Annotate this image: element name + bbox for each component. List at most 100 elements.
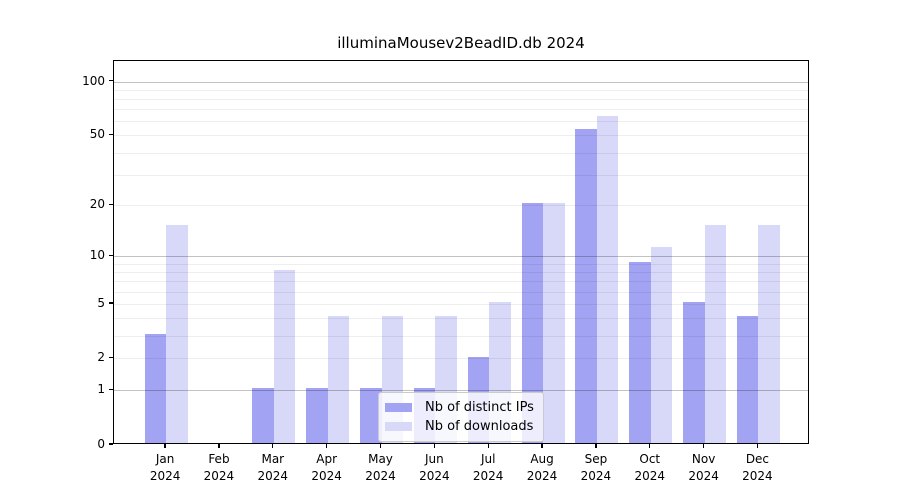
- gridline-minor-90: [114, 89, 808, 91]
- bar-nb-of-distinct-ips-mar-2024: [252, 388, 274, 443]
- gridline-minor-3: [114, 335, 808, 337]
- y-tick-label-100: 100: [82, 73, 105, 88]
- x-tick-mark-nov-2024: [702, 444, 705, 448]
- x-tick-label-line: 2024: [257, 468, 289, 483]
- x-tick-label-oct-2024: Oct 2024: [618, 451, 682, 484]
- gridline-minor-8: [114, 271, 808, 273]
- x-tick-mark-mar-2024: [272, 444, 274, 448]
- y-tick-mark-50: [109, 133, 113, 136]
- y-tick-label-0: 0: [97, 437, 105, 451]
- x-tick-label-feb-2024: Feb 2024: [187, 451, 251, 484]
- x-tick-label-mar-2024: Mar 2024: [241, 451, 305, 484]
- x-tick-mark-jun-2024: [433, 444, 435, 448]
- legend-swatch-distinct-ips: [385, 403, 412, 412]
- x-tick-mark-dec-2024: [756, 444, 759, 448]
- y-tick-label-10: 10: [89, 248, 105, 263]
- x-tick-label-jul-2024: Jul 2024: [456, 451, 520, 484]
- gridline-minor-50: [114, 135, 808, 137]
- x-tick-label-line: 2024: [365, 468, 396, 483]
- bar-nb-of-distinct-ips-may-2024: [360, 388, 382, 443]
- bar-nb-of-downloads-apr-2024: [327, 316, 350, 443]
- x-tick-label-line: Jan: [155, 452, 175, 466]
- x-tick-label-line: Dec: [745, 452, 770, 466]
- y-tick-mark-2: [109, 356, 113, 359]
- y-tick-mark-1: [109, 388, 113, 391]
- chart-title: illuminaMousev2BeadID.db 2024: [337, 34, 585, 52]
- x-tick-label-line: 2024: [311, 468, 342, 483]
- bar-nb-of-downloads-jan-2024: [166, 224, 188, 443]
- x-tick-label-line: 2024: [149, 468, 181, 483]
- x-tick-mark-feb-2024: [218, 444, 220, 448]
- y-tick-mark-5: [109, 302, 113, 304]
- x-tick-label-apr-2024: Apr 2024: [295, 451, 359, 484]
- x-tick-label-line: Nov: [691, 452, 716, 466]
- x-tick-label-line: Oct: [639, 452, 661, 466]
- x-tick-label-line: 2024: [203, 468, 235, 483]
- x-tick-mark-may-2024: [379, 444, 382, 448]
- bar-nb-of-distinct-ips-dec-2024: [736, 316, 759, 443]
- legend-label-distinct-ips: Nb of distinct IPs: [425, 400, 534, 415]
- bar-nb-of-downloads-aug-2024: [543, 203, 565, 443]
- legend: Nb of distinct IPs Nb of downloads: [378, 392, 544, 442]
- x-tick-mark-aug-2024: [541, 444, 543, 448]
- x-tick-label-line: Sep: [584, 452, 608, 466]
- bar-nb-of-distinct-ips-sep-2024: [575, 128, 597, 443]
- gridline-minor-30: [114, 174, 808, 176]
- bar-nb-of-distinct-ips-oct-2024: [629, 261, 651, 443]
- gridline-minor-5: [114, 303, 808, 305]
- x-tick-label-line: 2024: [472, 468, 504, 483]
- x-tick-label-line: 2024: [634, 468, 666, 483]
- plot-area: [113, 60, 809, 444]
- gridline-minor-4: [114, 318, 808, 320]
- gridline-major-1: [114, 390, 808, 392]
- bar-nb-of-distinct-ips-apr-2024: [306, 388, 328, 443]
- x-tick-mark-apr-2024: [326, 444, 328, 448]
- x-tick-label-line: Jun: [424, 452, 444, 466]
- x-tick-label-line: Mar: [261, 452, 285, 466]
- y-tick-mark-20: [109, 203, 113, 205]
- bar-nb-of-downloads-oct-2024: [650, 247, 673, 443]
- gridline-minor-6: [114, 291, 808, 293]
- gridline-minor-2: [114, 358, 808, 360]
- x-tick-label-jun-2024: Jun 2024: [402, 451, 466, 484]
- y-tick-mark-10: [109, 254, 113, 256]
- bar-nb-of-distinct-ips-aug-2024: [521, 203, 544, 443]
- legend-item-distinct-ips: Nb of distinct IPs: [385, 398, 534, 417]
- x-tick-mark-sep-2024: [595, 444, 597, 448]
- x-tick-label-line: 2024: [742, 468, 773, 483]
- x-tick-label-line: Aug: [530, 452, 554, 466]
- y-tick-label-20: 20: [89, 197, 105, 212]
- bar-nb-of-distinct-ips-jan-2024: [144, 333, 167, 443]
- legend-swatch-downloads: [385, 422, 412, 431]
- legend-item-downloads: Nb of downloads: [385, 417, 534, 436]
- y-tick-label-5: 5: [97, 295, 105, 310]
- y-tick-mark-0: [109, 443, 113, 445]
- gridline-minor-40: [114, 152, 808, 154]
- x-tick-label-line: May: [368, 452, 393, 466]
- x-tick-label-line: 2024: [688, 468, 719, 483]
- x-tick-label-line: Apr: [316, 452, 338, 466]
- bar-nb-of-downloads-sep-2024: [596, 115, 619, 443]
- x-tick-mark-jan-2024: [164, 444, 166, 448]
- y-tick-label-2: 2: [97, 350, 105, 365]
- bar-nb-of-downloads-dec-2024: [758, 224, 780, 443]
- legend-label-downloads: Nb of downloads: [425, 419, 534, 434]
- x-tick-label-line: 2024: [526, 468, 558, 483]
- gridline-minor-7: [114, 281, 808, 283]
- x-tick-label-line: Jul: [480, 452, 496, 466]
- bar-nb-of-distinct-ips-nov-2024: [683, 301, 705, 443]
- x-tick-label-sep-2024: Sep 2024: [564, 451, 628, 484]
- gridline-minor-70: [114, 109, 808, 111]
- x-tick-mark-oct-2024: [649, 444, 651, 448]
- gridline-minor-60: [114, 121, 808, 123]
- x-tick-label-dec-2024: Dec 2024: [725, 451, 789, 484]
- bar-nb-of-downloads-nov-2024: [704, 224, 727, 443]
- gridline-minor-80: [114, 98, 808, 100]
- gridline-major-10: [114, 256, 808, 258]
- x-tick-label-nov-2024: Nov 2024: [672, 451, 736, 484]
- y-tick-label-50: 50: [89, 127, 105, 142]
- x-tick-label-jan-2024: Jan 2024: [133, 451, 197, 484]
- y-tick-mark-100: [109, 79, 113, 82]
- x-tick-label-aug-2024: Aug 2024: [510, 451, 574, 484]
